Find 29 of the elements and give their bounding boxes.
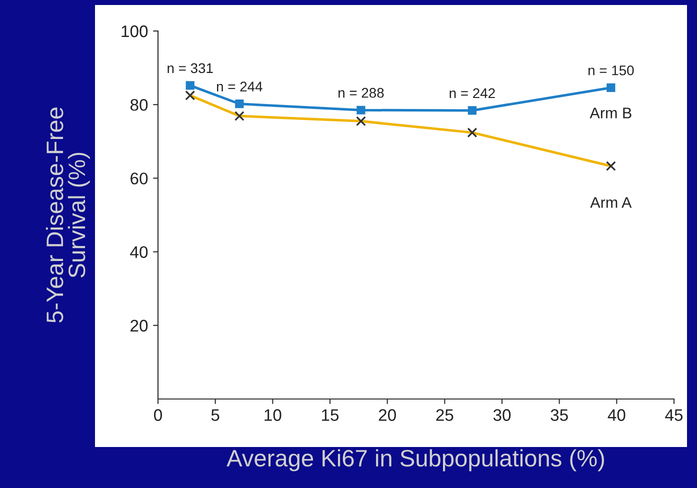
- x-tick-label: 40: [608, 409, 626, 421]
- x-axis-title: Average Ki67 in Subpopulations (%): [226, 449, 604, 472]
- text: Arm A: [590, 197, 632, 208]
- y-tick-label: 60: [130, 172, 148, 184]
- annotation: n = 288: [338, 88, 384, 98]
- y-tick-label: 100: [122, 25, 148, 38]
- point: [356, 106, 366, 114]
- annotation: n = 242: [450, 88, 495, 98]
- x-tick-label: 0: [154, 409, 162, 421]
- x-tick-label: 5: [211, 409, 220, 421]
- point: [468, 106, 476, 115]
- x-tick-label: 10: [264, 409, 282, 421]
- annotation: n = 150: [588, 65, 634, 76]
- x-tick-label: 30: [493, 409, 511, 421]
- x-tick-label: 15: [322, 409, 339, 421]
- y-tick-label: 20: [130, 320, 148, 332]
- series-label: Arm B: [590, 108, 632, 118]
- annotation: n = 244: [216, 82, 262, 92]
- annotation: n = 331: [168, 63, 213, 74]
- x-tick-label: 35: [550, 409, 568, 421]
- y-tick-label: 80: [130, 99, 148, 111]
- y-tick-label: 40: [130, 246, 148, 258]
- point: [606, 83, 616, 92]
- point: [235, 100, 244, 108]
- x-tick-label: 45: [665, 409, 683, 421]
- point: [186, 81, 194, 90]
- y-axis-title: 5-Year Disease-Free Survival (%): [46, 108, 90, 323]
- x-tick-label: 25: [436, 409, 454, 421]
- x-tick-label: 20: [378, 409, 396, 421]
